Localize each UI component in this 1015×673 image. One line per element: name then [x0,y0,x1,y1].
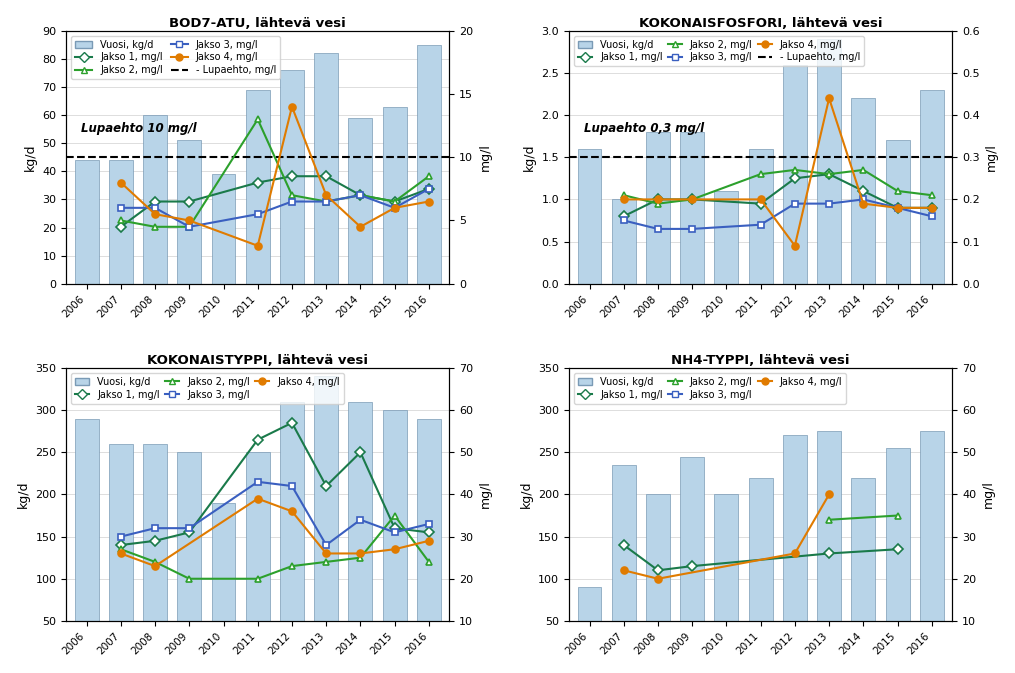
Bar [246,452,270,663]
Y-axis label: kg/d: kg/d [16,481,29,508]
Bar [75,419,98,663]
Title: KOKONAISFOSFORI, lähtevä vesi: KOKONAISFOSFORI, lähtevä vesi [638,17,882,30]
Bar [315,376,338,663]
Text: Lupaehto 0,3 mg/l: Lupaehto 0,3 mg/l [585,122,704,135]
Bar [715,495,738,663]
Y-axis label: kg/d: kg/d [520,481,533,508]
Title: KOKONAISTYPPI, lähtevä vesi: KOKONAISTYPPI, lähtevä vesi [147,354,368,367]
Bar [680,456,704,663]
Bar [885,448,909,663]
Y-axis label: mg/l: mg/l [982,481,995,508]
Bar [817,39,841,284]
Bar [280,402,303,663]
Bar [280,70,303,284]
Bar [383,410,407,663]
Bar [920,431,944,663]
Bar [817,431,841,663]
Y-axis label: mg/l: mg/l [986,143,999,171]
Bar [578,149,602,284]
Y-axis label: kg/d: kg/d [23,143,37,171]
Title: BOD7-ATU, lähtevä vesi: BOD7-ATU, lähtevä vesi [170,17,346,30]
Title: NH4-TYPPI, lähtevä vesi: NH4-TYPPI, lähtevä vesi [671,354,850,367]
Bar [646,132,670,284]
Bar [143,115,167,284]
Bar [578,587,602,663]
Legend: Vuosi, kg/d, Jakso 1, mg/l, Jakso 2, mg/l, Jakso 3, mg/l, Jakso 4, mg/l: Vuosi, kg/d, Jakso 1, mg/l, Jakso 2, mg/… [71,373,343,404]
Bar [749,149,772,284]
Bar [75,160,98,284]
Bar [920,90,944,284]
Bar [348,118,373,284]
Bar [852,478,875,663]
Bar [680,132,704,284]
Bar [783,435,807,663]
Bar [246,90,270,284]
Bar [348,402,373,663]
Text: Lupaehto 10 mg/l: Lupaehto 10 mg/l [81,122,197,135]
Bar [885,141,909,284]
Bar [612,199,635,284]
Legend: Vuosi, kg/d, Jakso 1, mg/l, Jakso 2, mg/l, Jakso 3, mg/l, Jakso 4, mg/l, - Lupae: Vuosi, kg/d, Jakso 1, mg/l, Jakso 2, mg/… [573,36,864,67]
Bar [417,419,441,663]
Bar [715,191,738,284]
Bar [211,174,235,284]
Y-axis label: mg/l: mg/l [479,481,492,508]
Bar [612,465,635,663]
Bar [646,495,670,663]
Bar [783,65,807,284]
Legend: Vuosi, kg/d, Jakso 1, mg/l, Jakso 2, mg/l, Jakso 3, mg/l, Jakso 4, mg/l, - Lupae: Vuosi, kg/d, Jakso 1, mg/l, Jakso 2, mg/… [71,36,280,79]
Y-axis label: kg/d: kg/d [523,143,536,171]
Bar [143,444,167,663]
Bar [211,503,235,663]
Bar [315,53,338,284]
Bar [749,478,772,663]
Bar [852,98,875,284]
Bar [178,141,201,284]
Bar [109,160,133,284]
Legend: Vuosi, kg/d, Jakso 1, mg/l, Jakso 2, mg/l, Jakso 3, mg/l, Jakso 4, mg/l: Vuosi, kg/d, Jakso 1, mg/l, Jakso 2, mg/… [573,373,847,404]
Bar [178,452,201,663]
Bar [383,107,407,284]
Y-axis label: mg/l: mg/l [479,143,492,171]
Bar [109,444,133,663]
Bar [417,45,441,284]
